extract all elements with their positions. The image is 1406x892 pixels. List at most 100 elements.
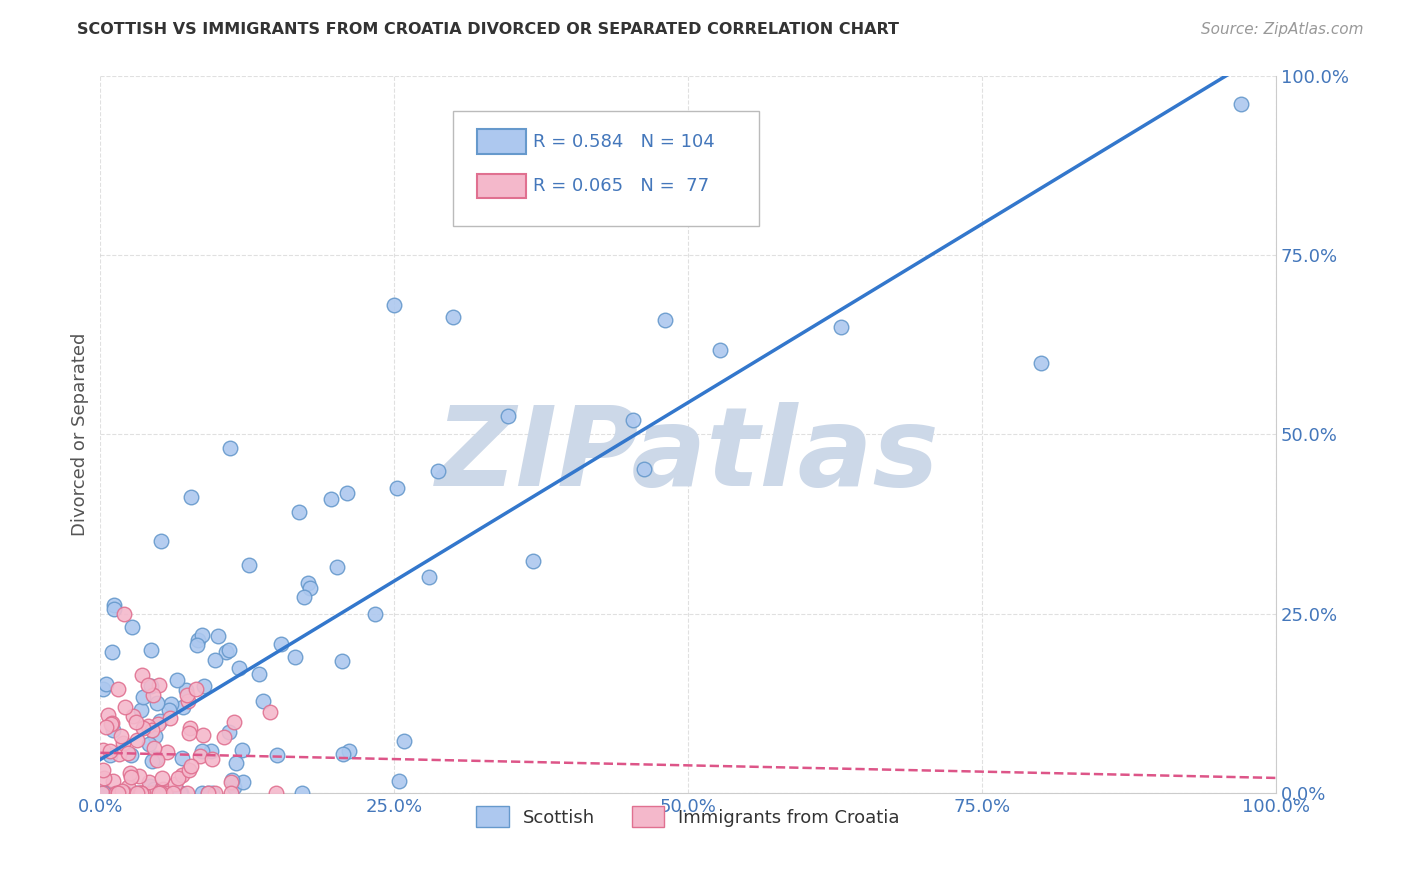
Point (238, 558, 260, 573)
Point (1229, 97, 1251, 112)
Point (177, 693, 200, 707)
Point (735, 190, 758, 204)
Point (155, 785, 177, 799)
Point (103, 602, 125, 616)
Point (142, 781, 165, 796)
Point (114, 786, 136, 800)
Point (388, 774, 411, 789)
Point (138, 737, 160, 751)
Point (159, 697, 181, 711)
Point (337, 744, 360, 758)
Point (111, 786, 134, 800)
Point (101, 645, 124, 659)
Point (259, 705, 281, 719)
Point (191, 744, 214, 758)
Point (152, 786, 174, 800)
Point (150, 533, 173, 548)
Point (157, 703, 180, 717)
Point (91, 763, 114, 777)
Point (93, 786, 115, 800)
Y-axis label: Divorced or Separated: Divorced or Separated (72, 333, 89, 536)
Point (107, 682, 129, 697)
Point (96, 786, 118, 800)
Point (176, 683, 198, 698)
Point (132, 690, 155, 704)
Point (146, 697, 169, 711)
Point (159, 711, 181, 725)
Point (143, 729, 166, 743)
Point (93, 772, 115, 786)
Point (138, 786, 160, 800)
Point (207, 629, 229, 643)
Point (112, 786, 135, 800)
Point (115, 786, 138, 800)
Point (219, 786, 242, 800)
Point (200, 744, 222, 758)
FancyBboxPatch shape (453, 112, 759, 227)
Point (125, 786, 148, 800)
Point (96, 786, 118, 800)
Text: R = 0.065   N =  77: R = 0.065 N = 77 (533, 178, 709, 195)
Point (136, 719, 159, 733)
Point (148, 717, 170, 731)
Legend: Scottish, Immigrants from Croatia: Scottish, Immigrants from Croatia (470, 799, 907, 835)
Point (325, 559, 347, 574)
Point (128, 768, 150, 782)
Point (291, 786, 314, 800)
Point (418, 570, 440, 584)
FancyBboxPatch shape (477, 129, 526, 153)
Point (654, 312, 676, 326)
Point (125, 786, 148, 800)
Point (112, 786, 135, 800)
Text: SCOTTISH VS IMMIGRANTS FROM CROATIA DIVORCED OR SEPARATED CORRELATION CHART: SCOTTISH VS IMMIGRANTS FROM CROATIA DIVO… (77, 22, 900, 37)
Point (98, 744, 121, 758)
Point (91, 681, 114, 696)
Point (426, 464, 449, 478)
Point (247, 667, 270, 681)
Point (218, 643, 240, 657)
Point (193, 679, 215, 693)
Point (129, 703, 152, 717)
Point (111, 736, 134, 750)
Point (496, 409, 519, 423)
Point (153, 786, 176, 800)
Point (117, 747, 139, 761)
Point (332, 747, 354, 762)
Point (204, 653, 226, 667)
Point (197, 786, 219, 800)
Point (228, 661, 250, 675)
Point (132, 786, 155, 800)
Point (121, 620, 143, 634)
Point (110, 729, 132, 743)
Point (219, 441, 242, 455)
Point (633, 462, 655, 476)
Point (139, 643, 162, 657)
Point (121, 748, 143, 763)
Point (103, 723, 125, 737)
Point (132, 721, 155, 735)
Point (163, 777, 186, 791)
Point (522, 554, 544, 568)
Point (129, 786, 152, 800)
Point (152, 782, 174, 797)
Point (252, 694, 274, 708)
Point (112, 607, 135, 621)
Point (218, 725, 240, 739)
Point (169, 786, 191, 800)
Point (142, 689, 165, 703)
Point (1029, 356, 1052, 370)
Point (172, 751, 194, 765)
Point (387, 481, 409, 495)
Point (148, 678, 170, 692)
Point (141, 786, 163, 800)
Point (94, 786, 117, 800)
Point (392, 734, 415, 748)
Point (299, 581, 322, 595)
Point (176, 786, 198, 800)
Point (150, 771, 173, 785)
Point (172, 700, 194, 714)
Point (91, 743, 114, 757)
Point (186, 638, 208, 652)
Point (107, 786, 129, 800)
Point (101, 715, 124, 730)
